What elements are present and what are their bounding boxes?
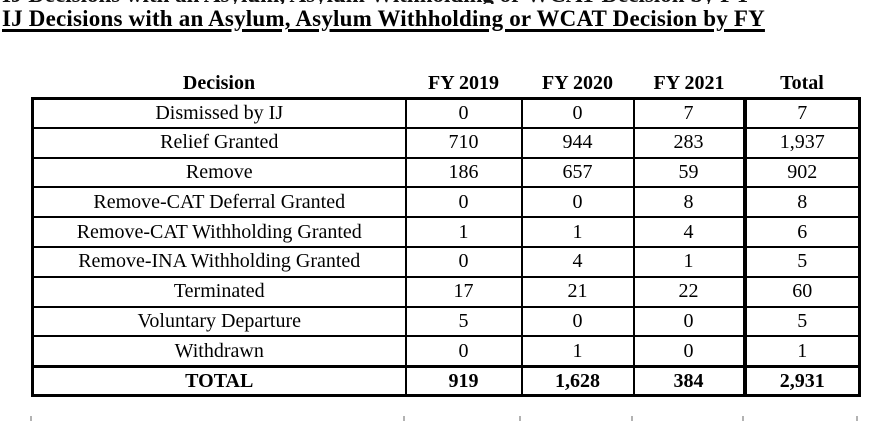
decision-cell: Relief Granted <box>31 126 407 159</box>
fy2020-cell: 0 <box>520 305 635 338</box>
total-cell: 5 <box>742 305 861 338</box>
column-header-decision: Decision <box>182 71 256 94</box>
table-row: Relief Granted 710 944 283 1,937 <box>31 126 861 159</box>
fy2019-cell: 0 <box>404 96 523 129</box>
fy2020-cell: 1 <box>520 216 635 248</box>
fy2021-cell: 283 <box>632 126 746 159</box>
fy2020-cell: 4 <box>520 245 635 278</box>
fy2019-cell: 0 <box>404 245 523 278</box>
total-cell: 902 <box>742 156 861 189</box>
decision-cell: Remove-CAT Deferral Granted <box>31 186 407 219</box>
fy2020-total-cell: 1,628 <box>520 364 635 398</box>
grand-total-cell: 2,931 <box>742 364 861 398</box>
fy2019-cell: 0 <box>404 335 523 368</box>
cropped-gridline-stub <box>519 416 521 421</box>
fy2020-cell: 657 <box>520 156 635 189</box>
table-row: Remove-CAT Deferral Granted 0 0 8 8 <box>31 186 861 219</box>
total-cell: 8 <box>742 186 861 219</box>
decision-cell: Remove-CAT Withholding Granted <box>31 216 407 248</box>
fy2019-cell: 17 <box>404 275 523 308</box>
page-title: IJ Decisions with an Asylum, Asylum With… <box>2 6 765 31</box>
fy2021-cell: 7 <box>632 96 746 129</box>
cropped-gridline-stub <box>856 416 858 421</box>
fy2021-cell: 59 <box>632 156 746 189</box>
column-header-fy2020: FY 2020 <box>542 71 613 94</box>
total-cell: 5 <box>742 245 861 278</box>
decision-cell: Terminated <box>31 275 407 308</box>
fy2020-cell: 1 <box>520 335 635 368</box>
fy2019-cell: 710 <box>404 126 523 159</box>
column-header-fy2021: FY 2021 <box>653 71 725 94</box>
fy2021-cell: 0 <box>632 305 746 338</box>
decision-cell: Withdrawn <box>31 335 407 368</box>
cropped-gridline-stub <box>742 416 744 421</box>
fy2020-cell: 21 <box>520 275 635 308</box>
column-header-total: Total <box>780 71 824 94</box>
fy2021-cell: 1 <box>632 245 746 278</box>
table-row: Remove-INA Withholding Granted 0 4 1 5 <box>31 245 861 278</box>
decision-cell: Voluntary Departure <box>31 305 407 338</box>
total-cell: 6 <box>742 216 861 248</box>
total-cell: 1 <box>742 335 861 368</box>
fy2021-cell: 8 <box>632 186 746 219</box>
fy2020-cell: 0 <box>520 96 635 129</box>
column-header-fy2019: FY 2019 <box>428 71 499 94</box>
decision-cell: Dismissed by IJ <box>31 96 407 129</box>
cropped-text-fragment: IJ Decisions with an Asylum, Asylum With… <box>0 0 860 4</box>
fy2021-total-cell: 384 <box>632 364 746 398</box>
table-row: Voluntary Departure 5 0 0 5 <box>31 305 861 338</box>
total-cell: 60 <box>742 275 861 308</box>
fy2020-cell: 0 <box>520 186 635 219</box>
total-label-cell: TOTAL <box>31 364 407 398</box>
decision-cell: Remove-INA Withholding Granted <box>31 245 407 278</box>
total-cell: 1,937 <box>742 126 861 159</box>
fy2019-cell: 0 <box>404 186 523 219</box>
table-row: Remove 186 657 59 902 <box>31 156 861 189</box>
table-row: Remove-CAT Withholding Granted 1 1 4 6 <box>31 216 861 248</box>
fy2021-cell: 0 <box>632 335 746 368</box>
table-header-row: Decision FY 2019 FY 2020 FY 2021 Total <box>33 70 860 98</box>
fy2019-cell: 186 <box>404 156 523 189</box>
table-row: Dismissed by IJ 0 0 7 7 <box>31 96 861 129</box>
fy2019-cell: 1 <box>404 216 523 248</box>
ij-decisions-table: Decision FY 2019 FY 2020 FY 2021 Total D… <box>31 70 861 398</box>
table-row: Withdrawn 0 1 0 1 <box>31 335 861 368</box>
fy2021-cell: 4 <box>632 216 746 248</box>
fy2019-cell: 5 <box>404 305 523 338</box>
fy2019-total-cell: 919 <box>404 364 523 398</box>
fy2020-cell: 944 <box>520 126 635 159</box>
cropped-gridline-stub <box>403 416 405 421</box>
fy2021-cell: 22 <box>632 275 746 308</box>
cropped-gridline-stub <box>30 416 32 421</box>
total-cell: 7 <box>742 96 861 129</box>
cropped-gridline-stub <box>631 416 633 421</box>
decision-cell: Remove <box>31 156 407 189</box>
cropped-text-fragment-text: IJ Decisions with an Asylum, Asylum With… <box>2 0 751 4</box>
table-row: Terminated 17 21 22 60 <box>31 275 861 308</box>
table-total-row: TOTAL 919 1,628 384 2,931 <box>31 364 861 398</box>
